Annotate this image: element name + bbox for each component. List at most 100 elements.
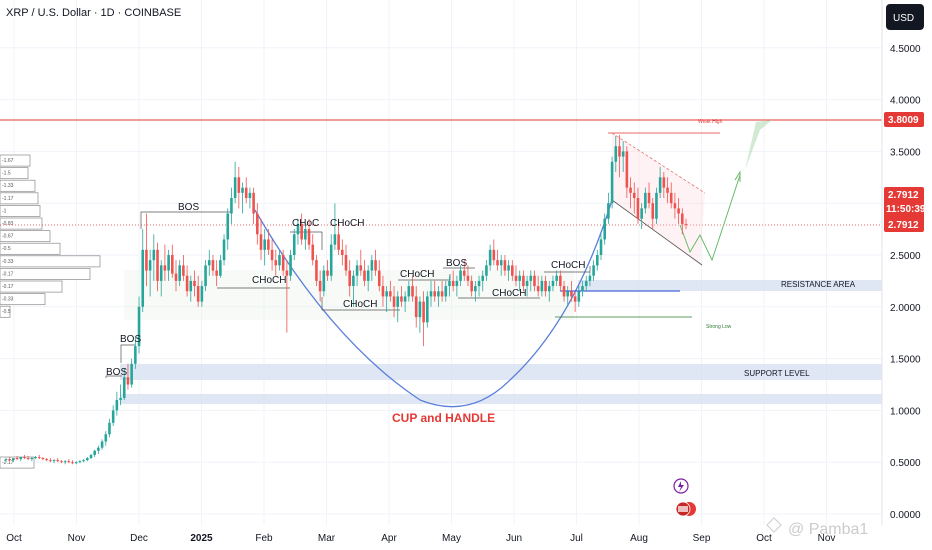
x-tick-label: May [442, 533, 461, 544]
candle-body [26, 458, 30, 460]
candle-body [407, 286, 411, 297]
candle-body [74, 462, 78, 464]
candle-body [533, 275, 536, 287]
candle-body [244, 187, 248, 199]
candle-body [256, 213, 259, 235]
ath-tag-text: 3.8009 [888, 115, 919, 126]
candle-body [651, 203, 655, 219]
candle-body [603, 218, 606, 240]
candle-body [56, 460, 60, 462]
candle-body [315, 260, 318, 281]
candle-body [677, 208, 680, 214]
candle-body [529, 275, 533, 281]
candle-body [337, 234, 340, 250]
candle-body [607, 203, 610, 219]
volume-profile-label: -1.33 [2, 183, 14, 189]
x-tick-label: Apr [381, 533, 397, 544]
candle-body [307, 229, 311, 245]
candle-body [230, 198, 233, 214]
candle-body [684, 223, 688, 225]
candle-body [67, 461, 71, 463]
candle-body [171, 255, 174, 274]
volume-profile-label: -0.83 [2, 221, 14, 227]
x-tick-label: Jun [506, 533, 522, 544]
candle-body [488, 249, 492, 266]
candle-body [422, 301, 425, 323]
candle-body [126, 377, 130, 385]
candle-body [396, 296, 400, 307]
candle-body [544, 280, 547, 292]
candle-body [300, 223, 303, 240]
candle-body [167, 255, 170, 271]
volume-profile-label: -1.67 [2, 158, 14, 164]
support-zone [120, 364, 882, 380]
candle-body [481, 275, 485, 281]
candle-body [30, 458, 34, 460]
x-tick-label: Sep [693, 533, 711, 544]
currency-button[interactable]: USD [886, 4, 924, 30]
candle-body [392, 296, 396, 307]
candle-body [433, 291, 436, 297]
x-tick-label: Mar [318, 533, 336, 544]
candle-body [193, 280, 196, 287]
currency-label: USD [893, 13, 914, 24]
volume-profile-label: -0.5 [2, 246, 11, 252]
cup-label: CUP and HANDLE [392, 411, 495, 425]
x-tick-label: 2025 [190, 533, 213, 544]
candle-body [12, 458, 15, 461]
volume-profile-bar [0, 293, 46, 306]
candle-body [152, 249, 156, 261]
y-tick-label: 4.5000 [890, 44, 921, 55]
choch-label-7: CHoCH [551, 260, 585, 271]
choch-label-3: CHoCH [343, 299, 377, 310]
watermark-icon [766, 517, 782, 533]
candle-body [411, 286, 414, 297]
candle-body [640, 208, 643, 219]
candle-body [662, 177, 666, 188]
bos-label-1: BOS [178, 202, 199, 213]
candle-body [15, 458, 19, 460]
candle-body [555, 275, 558, 281]
candle-body [278, 255, 281, 266]
x-tick-label: Feb [255, 533, 273, 544]
candle-body [492, 249, 496, 261]
support-zone-lower [120, 394, 882, 404]
candle-body [610, 161, 614, 204]
candle-body [60, 461, 63, 463]
candle-body [636, 198, 640, 219]
candle-body [551, 280, 555, 287]
volume-profile-bar [0, 167, 29, 180]
candle-body [389, 291, 392, 297]
candle-body [145, 249, 148, 271]
candle-body [270, 249, 274, 261]
volume-profile-bar [0, 268, 91, 280]
candle-body [577, 291, 581, 302]
x-tick-label: Oct [6, 533, 22, 544]
choch-label-2: CHoC [292, 218, 319, 229]
volume-profile-bar [0, 230, 51, 243]
candle-body [341, 249, 344, 255]
candle-body [4, 459, 8, 461]
candle-body [19, 457, 23, 460]
candle-body [366, 270, 370, 281]
candle-body [625, 151, 629, 188]
logo-icons [673, 478, 696, 517]
candle-body [130, 363, 133, 385]
candle-body [89, 454, 93, 459]
plot-area[interactable] [0, 0, 882, 525]
bos-label-3: BOS [106, 367, 127, 378]
candle-body [119, 397, 122, 401]
watermark: @ Pamba1 [788, 521, 868, 538]
candle-body [211, 260, 215, 271]
x-axis[interactable]: Oct Nov Dec 2025 Feb Mar Apr May Jun Jul Aug Sep Oct… [6, 533, 835, 544]
candle-body [673, 203, 677, 209]
volume-profile-label: -0.5 [2, 309, 11, 315]
candle-body [647, 192, 651, 204]
candle-body [522, 275, 525, 287]
candle-body [618, 146, 621, 157]
candle-body [111, 410, 115, 423]
candle-body [381, 286, 385, 297]
volume-profile-bar [0, 179, 36, 192]
volume-profile-label: -1 [2, 208, 7, 214]
